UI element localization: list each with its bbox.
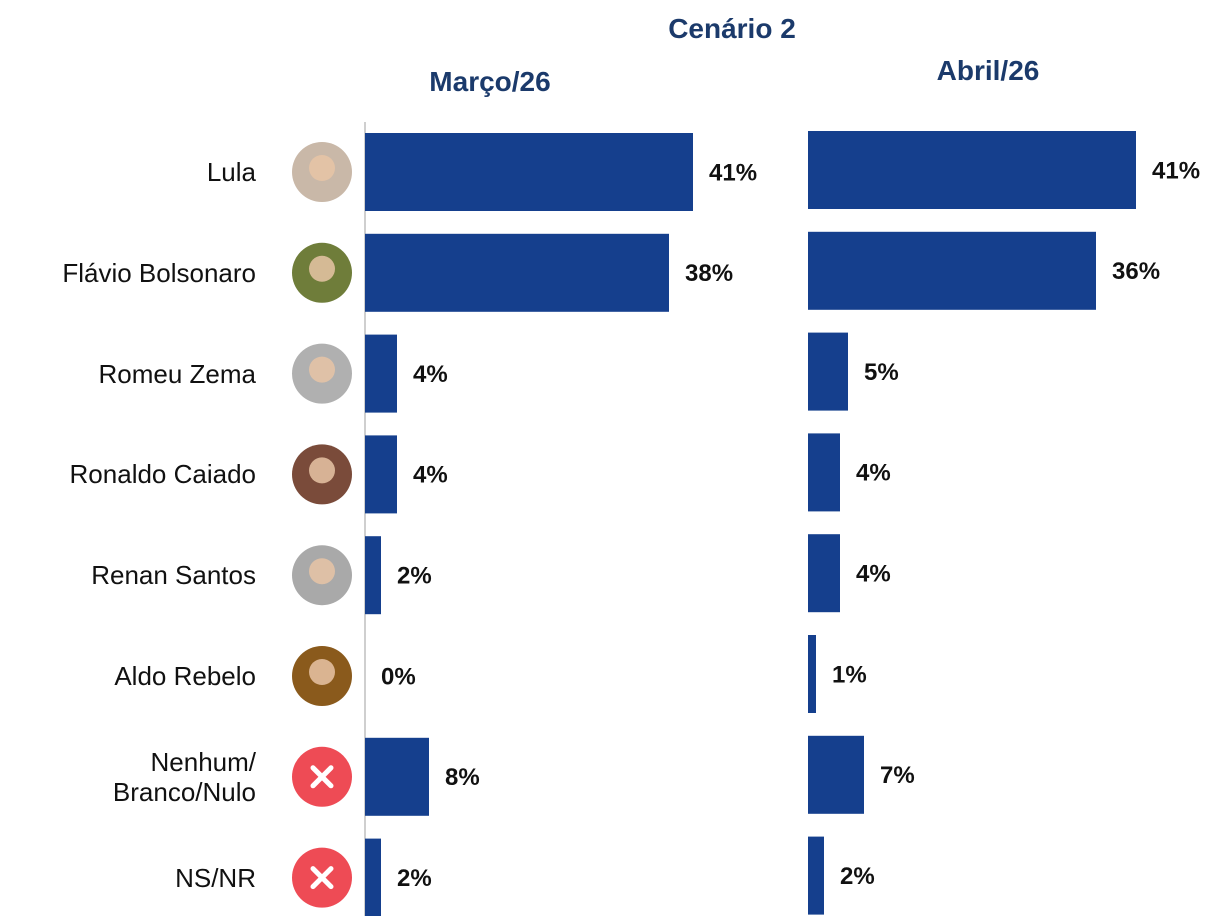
avatar-face [309, 356, 335, 383]
value-label: 0% [381, 663, 416, 690]
value-label: 36% [1112, 258, 1160, 285]
bar [808, 131, 1136, 209]
value-label: 2% [397, 563, 432, 590]
category-label: Lula [206, 157, 256, 187]
value-label: 4% [413, 361, 448, 388]
value-label: 38% [685, 260, 733, 287]
bar [365, 737, 429, 816]
bar [808, 534, 840, 613]
category-label: Aldo Rebelo [114, 661, 256, 691]
bar [808, 836, 824, 915]
value-label: 41% [709, 159, 757, 186]
category-label: Renan Santos [91, 560, 256, 591]
value-label: 7% [880, 762, 915, 789]
bar [365, 536, 381, 615]
bar [365, 233, 669, 312]
avatar-face [309, 457, 335, 484]
none-icon-x [310, 765, 334, 789]
category-label: Romeu Zema [98, 358, 257, 389]
value-label: 4% [856, 460, 891, 487]
value-label: 8% [445, 764, 480, 791]
value-label: 2% [840, 863, 875, 890]
bar [808, 332, 848, 411]
series-header: Abril/26 [937, 55, 1040, 86]
bar [808, 231, 1096, 310]
bar [808, 735, 864, 814]
category-label: Ronaldo Caiado [69, 459, 256, 490]
none-icon-x [310, 866, 334, 890]
value-label: 2% [397, 865, 432, 892]
bar [365, 334, 397, 413]
value-label: 41% [1152, 157, 1200, 184]
bar [808, 433, 840, 512]
value-label: 1% [832, 661, 867, 688]
avatar-face [309, 255, 335, 282]
bar [365, 838, 381, 916]
bar [808, 635, 816, 713]
value-label: 5% [864, 359, 899, 386]
category-label: Flávio Bolsonaro [62, 257, 256, 288]
value-label: 4% [856, 561, 891, 588]
bar [365, 435, 397, 514]
bar [365, 133, 693, 211]
value-label: 4% [413, 462, 448, 489]
category-label: NS/NR [175, 862, 256, 893]
avatar-face [309, 659, 335, 685]
avatar-face [309, 558, 335, 585]
category-label: Nenhum/ Branco/Nulo [112, 746, 256, 807]
series-header: Março/26 [429, 66, 550, 97]
avatar-face [309, 155, 335, 181]
chart-title: Cenário 2 [668, 13, 796, 44]
